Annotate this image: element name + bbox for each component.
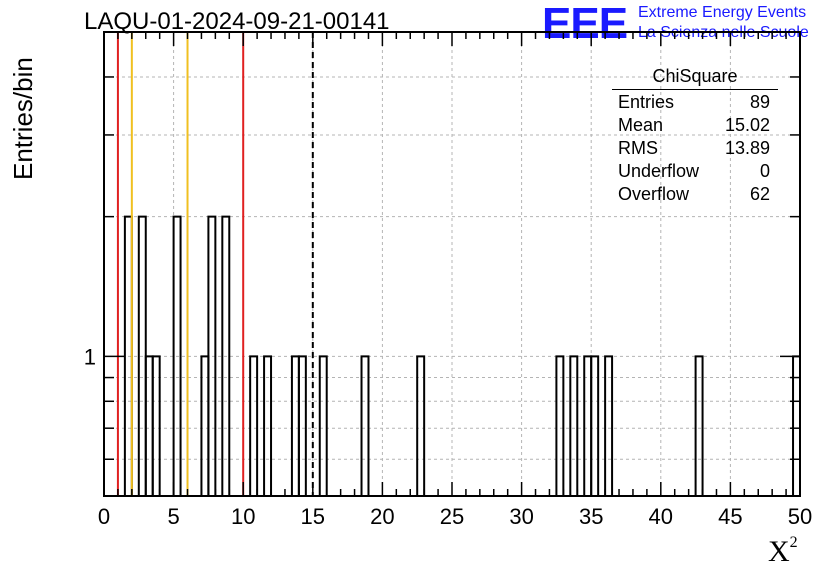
stats-row-underflow: Underflow 0 (610, 160, 780, 183)
histogram-bin (172, 215, 182, 496)
x-axis-label-superscript: 2 (789, 534, 798, 551)
x-tick-label: 5 (167, 504, 179, 529)
histogram-bin (221, 215, 231, 496)
eee-logo: EEE Extreme Energy Events La Scienza nel… (542, 2, 836, 46)
x-tick-label: 0 (98, 504, 110, 529)
x-tick-label: 50 (788, 504, 812, 529)
stats-row-overflow: Overflow 62 (610, 183, 780, 206)
x-tick-label: 30 (509, 504, 533, 529)
histogram-bin (249, 355, 259, 496)
stat-label: RMS (618, 138, 658, 158)
x-tick-label: 10 (231, 504, 255, 529)
histogram-bars (123, 215, 801, 496)
y-tick-label: 1 (84, 344, 96, 369)
x-tick-label: 15 (301, 504, 325, 529)
histogram-bin (569, 355, 579, 496)
histogram-bin (555, 355, 565, 496)
stats-title: ChiSquare (612, 66, 778, 90)
histogram-bin (604, 355, 614, 496)
x-tick-label: 45 (718, 504, 742, 529)
stats-row-rms: RMS 13.89 (610, 137, 780, 160)
axis-ticks (103, 31, 801, 496)
stats-box: ChiSquare Entries 89 Mean 15.02 RMS 13.8… (610, 66, 780, 206)
stat-value: 89 (749, 92, 770, 112)
stats-row-entries: Entries 89 (610, 91, 780, 114)
tick-labels: 0 5 10 15 20 25 30 35 40 45 50 1 (84, 344, 812, 529)
histogram-bin (207, 215, 217, 496)
histogram-bin (416, 355, 426, 496)
histogram-bin (590, 355, 600, 496)
logo-text-line1: Extreme Energy Events (638, 4, 807, 21)
stat-label: Mean (618, 115, 664, 135)
histogram-bin (263, 355, 273, 496)
stat-label: Underflow (618, 161, 700, 181)
chart-title: LAQU-01-2024-09-21-00141 (84, 8, 390, 35)
histogram-bin (151, 355, 161, 496)
histogram-bin (360, 355, 370, 496)
histogram-bin (297, 355, 307, 496)
reference-lines (116, 32, 314, 496)
stat-value: 0 (759, 161, 770, 181)
x-tick-label: 20 (370, 504, 394, 529)
stat-label: Entries (618, 92, 675, 112)
x-tick-label: 25 (440, 504, 464, 529)
x-tick-label: 35 (579, 504, 603, 529)
histogram-bin (318, 355, 328, 496)
x-axis-label-base: X (768, 535, 790, 568)
stat-label: Overflow (618, 184, 690, 204)
x-tick-label: 40 (649, 504, 673, 529)
stat-value: 13.89 (724, 138, 770, 158)
histogram-bin (694, 355, 704, 496)
x-axis-label: X2 (768, 534, 798, 569)
stat-value: 62 (749, 184, 770, 204)
stat-value: 15.02 (724, 115, 770, 135)
logo-mark: EEE (542, 0, 628, 48)
stats-row-mean: Mean 15.02 (610, 114, 780, 137)
